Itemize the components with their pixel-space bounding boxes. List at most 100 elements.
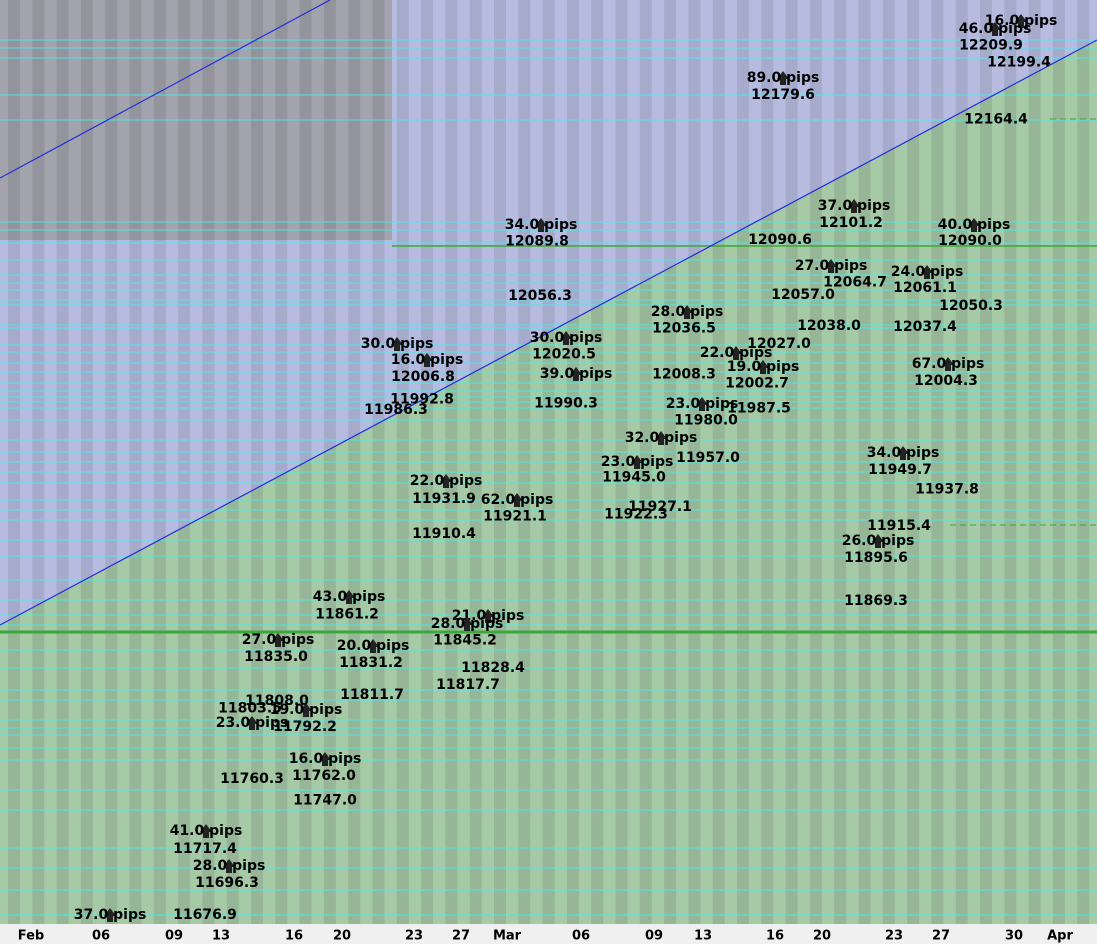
x-tick-label: 09 (165, 929, 183, 944)
arrow-icon (655, 431, 667, 445)
pips-label: 22.0 pips (410, 473, 483, 489)
pips-label: 20.0 pips (337, 638, 410, 654)
price-label: 11915.4 (867, 518, 931, 534)
pips-label: 34.0 pips (867, 445, 940, 461)
price-label: 12090.0 (938, 233, 1002, 249)
pips-label: 37.0 pips (818, 198, 891, 214)
pips-label: 23.0 pips (601, 454, 674, 470)
pips-label: 32.0 pips (625, 430, 698, 446)
x-tick-label: 20 (333, 929, 351, 944)
pips-label: 24.0 pips (891, 264, 964, 280)
price-label: 12064.7 (823, 274, 887, 290)
price-label: 11990.3 (534, 396, 598, 412)
price-label: 11696.3 (195, 875, 259, 891)
price-label: 12089.8 (505, 233, 569, 249)
arrow-icon (223, 859, 235, 873)
arrow-icon (104, 908, 116, 922)
x-tick-label: 30 (1005, 929, 1023, 944)
price-label: 11957.0 (676, 450, 740, 466)
price-label: 11828.4 (461, 660, 525, 676)
price-label: 11921.1 (483, 509, 547, 525)
price-label: 12164.4 (964, 112, 1028, 128)
price-label: 11747.0 (293, 793, 357, 809)
price-label: 11992.8 (390, 392, 454, 408)
pips-label: 16.0 pips (985, 13, 1058, 29)
price-label: 12002.7 (725, 375, 789, 391)
pips-label: 27.0 pips (242, 632, 315, 648)
arrow-icon (681, 305, 693, 319)
trend-line (0, 39, 1097, 626)
price-label: 11922.3 (604, 507, 668, 523)
price-label: 12020.5 (532, 346, 596, 362)
price-label: 11949.7 (868, 462, 932, 478)
pips-label: 23.0 pips (216, 715, 289, 731)
arrow-icon (272, 633, 284, 647)
arrow-icon (343, 590, 355, 604)
arrow-icon (921, 265, 933, 279)
green-zone (0, 40, 1097, 924)
x-tick-label: Apr (1047, 929, 1073, 944)
price-label: 11927.1 (628, 499, 692, 515)
pips-label: 16.0 pips (391, 352, 464, 368)
x-tick-label: 06 (92, 929, 110, 944)
price-label: 11980.0 (674, 412, 738, 428)
x-tick-label: 06 (572, 929, 590, 944)
pips-label: 89.0 pips (747, 70, 820, 86)
price-label: 12199.4 (987, 55, 1051, 71)
arrow-icon (825, 259, 837, 273)
price-label: 11835.0 (244, 649, 308, 665)
price-label: 12090.6 (748, 232, 812, 248)
pips-label: 46.0 pips (959, 21, 1032, 37)
price-label: 11808.0 (245, 693, 309, 709)
price-label: 11803.5 (218, 700, 282, 716)
price-label: 11987.5 (727, 400, 791, 416)
x-tick-label: 13 (212, 929, 230, 944)
pips-label: 16.0 pips (289, 751, 362, 767)
price-label: 11937.8 (915, 481, 979, 497)
price-label: 11676.9 (173, 907, 237, 923)
pips-label: 28.0 pips (193, 858, 266, 874)
arrow-icon (1015, 14, 1027, 28)
x-tick-label: 09 (645, 929, 663, 944)
price-label: 11910.4 (412, 526, 476, 542)
pips-label: 30.0 pips (361, 336, 434, 352)
arrow-icon (300, 703, 312, 717)
arrow-icon (391, 337, 403, 351)
arrow-icon (560, 331, 572, 345)
price-label: 11811.7 (340, 687, 404, 703)
arrow-icon (631, 455, 643, 469)
pips-label: 23.0 pips (666, 396, 739, 412)
pips-label: 41.0 pips (170, 823, 243, 839)
arrow-icon (696, 397, 708, 411)
pips-label: 62.0 pips (481, 492, 554, 508)
x-tick-label: Mar (493, 929, 522, 944)
price-label: 11717.4 (173, 841, 237, 857)
pips-label: 67.0 pips (912, 356, 985, 372)
price-label: 11986.3 (364, 402, 428, 418)
x-axis-band (0, 924, 1097, 944)
price-label: 12038.0 (797, 318, 861, 334)
price-label: 12179.6 (751, 87, 815, 103)
arrow-icon (246, 716, 258, 730)
x-tick-label: 23 (885, 929, 903, 944)
arrow-icon (757, 360, 769, 374)
pips-label: 22.0 pips (700, 345, 773, 361)
arrow-icon (872, 534, 884, 548)
pips-label: 19.0 pips (727, 359, 800, 375)
price-label: 11861.2 (315, 606, 379, 622)
arrow-icon (461, 617, 473, 631)
arrow-icon (535, 218, 547, 232)
arrow-icon (511, 493, 523, 507)
pips-label: 28.0 pips (431, 616, 504, 632)
price-label: 12061.1 (893, 280, 957, 296)
price-label: 11931.9 (412, 491, 476, 507)
price-label: 11895.6 (844, 550, 908, 566)
arrow-icon (482, 609, 494, 623)
price-label: 12006.8 (391, 369, 455, 385)
price-label: 12057.0 (771, 287, 835, 303)
pips-label: 43.0 pips (313, 589, 386, 605)
price-label: 11831.2 (339, 655, 403, 671)
